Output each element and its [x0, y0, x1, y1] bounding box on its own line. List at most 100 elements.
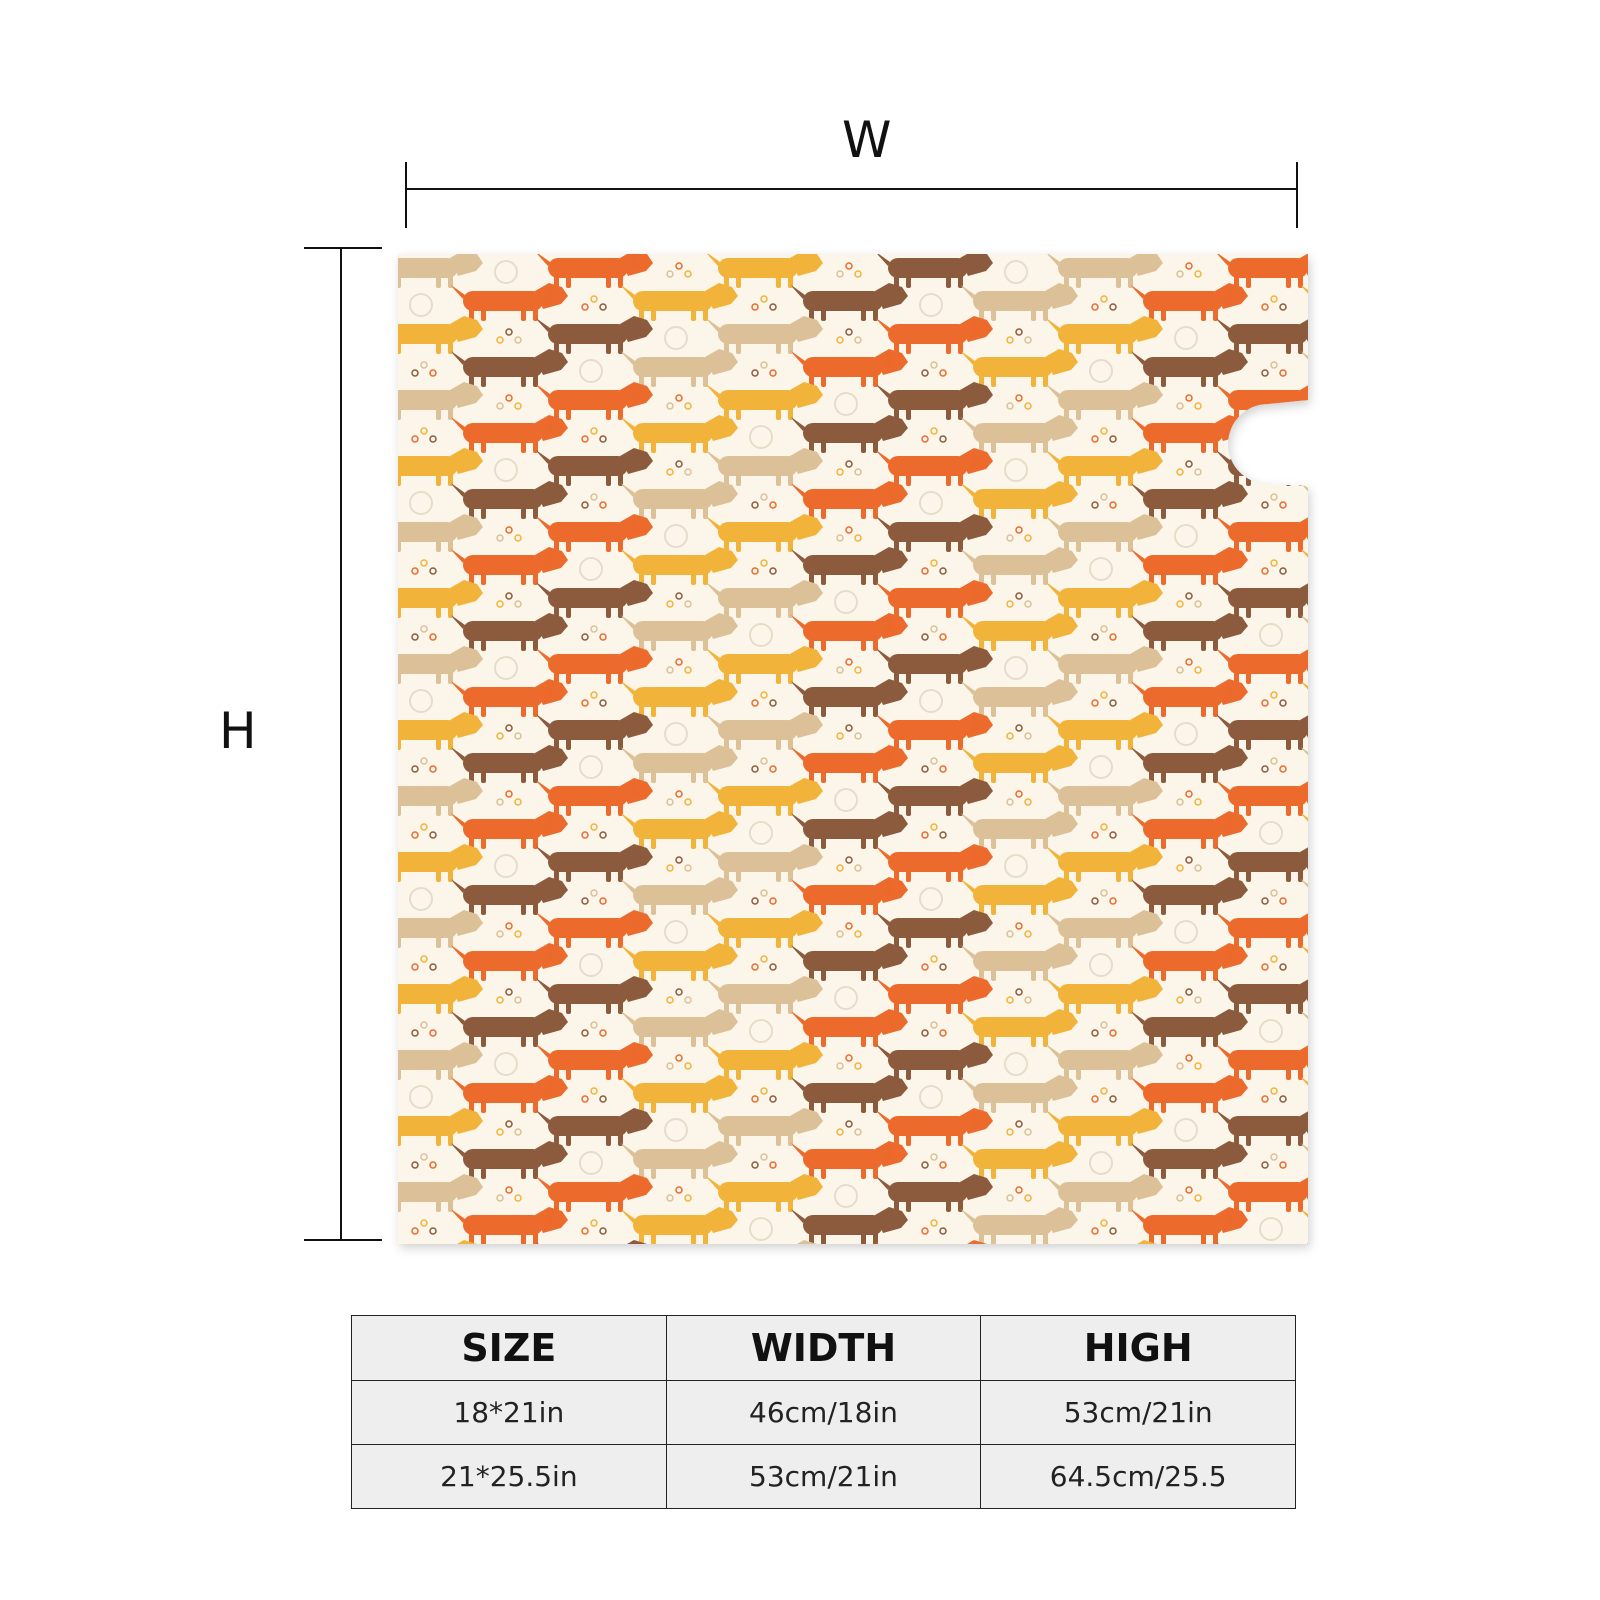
- circle-dot-motif: [675, 988, 683, 996]
- circle-dot-motif: [1279, 963, 1287, 971]
- circle-dot-motif: [420, 1021, 428, 1029]
- circle-dot-motif: [514, 798, 522, 806]
- circle-dot-motif: [590, 1021, 598, 1029]
- circle-dot-motif: [1015, 922, 1023, 930]
- circle-dot-motif: [581, 303, 589, 311]
- yarn-ball-motif: [664, 722, 688, 746]
- yarn-ball-motif: [1259, 821, 1283, 845]
- circle-dot-motif: [1091, 831, 1099, 839]
- circle-dot-motif: [836, 930, 844, 938]
- circle-dot-motif: [939, 369, 947, 377]
- circle-dot-motif: [845, 526, 853, 534]
- circle-dot-motif: [930, 1219, 938, 1227]
- circle-dot-motif: [1185, 1186, 1193, 1194]
- circle-dot-motif: [514, 600, 522, 608]
- circle-dot-motif: [675, 790, 683, 798]
- circle-dot-motif: [930, 823, 938, 831]
- circle-dot-motif: [675, 460, 683, 468]
- circle-dot-motif: [769, 963, 777, 971]
- circle-dot-motif: [684, 666, 692, 674]
- circle-dot-motif: [1261, 765, 1269, 773]
- circle-dot-motif: [599, 1029, 607, 1037]
- circle-dot-motif: [1261, 1095, 1269, 1103]
- circle-dot-motif: [1261, 567, 1269, 575]
- circle-dot-motif: [1270, 757, 1278, 765]
- circle-dot-motif: [939, 765, 947, 773]
- yarn-ball-motif: [919, 491, 943, 515]
- circle-dot-motif: [769, 369, 777, 377]
- circle-dot-motif: [930, 427, 938, 435]
- circle-dot-motif: [1100, 1021, 1108, 1029]
- yarn-ball-motif: [749, 425, 773, 449]
- circle-dot-motif: [939, 1029, 947, 1037]
- circle-dot-motif: [496, 732, 504, 740]
- circle-dot-motif: [514, 1128, 522, 1136]
- circle-dot-motif: [1024, 600, 1032, 608]
- circle-dot-motif: [420, 1153, 428, 1161]
- circle-dot-motif: [845, 1054, 853, 1062]
- circle-dot-motif: [429, 765, 437, 773]
- circle-dot-motif: [1185, 856, 1193, 864]
- circle-dot-motif: [1279, 369, 1287, 377]
- circle-dot-motif: [1270, 1087, 1278, 1095]
- circle-dot-motif: [845, 262, 853, 270]
- circle-dot-motif: [684, 864, 692, 872]
- circle-dot-motif: [939, 963, 947, 971]
- circle-dot-motif: [760, 559, 768, 567]
- circle-dot-motif: [930, 1021, 938, 1029]
- circle-dot-motif: [1109, 1095, 1117, 1103]
- dachshund-pattern: [398, 254, 1308, 1244]
- yarn-ball-motif: [749, 1217, 773, 1241]
- circle-dot-motif: [429, 369, 437, 377]
- circle-dot-motif: [836, 666, 844, 674]
- circle-dot-motif: [760, 295, 768, 303]
- circle-dot-motif: [1261, 303, 1269, 311]
- circle-dot-motif: [666, 666, 674, 674]
- circle-dot-motif: [411, 435, 419, 443]
- circle-dot-motif: [921, 633, 929, 641]
- yarn-ball-motif: [919, 887, 943, 911]
- circle-dot-motif: [769, 765, 777, 773]
- circle-dot-motif: [599, 501, 607, 509]
- mailbox-cover-product-image: [398, 254, 1308, 1244]
- circle-dot-motif: [845, 460, 853, 468]
- yarn-ball-motif: [579, 359, 603, 383]
- circle-dot-motif: [1109, 1029, 1117, 1037]
- circle-dot-motif: [429, 1161, 437, 1169]
- circle-dot-motif: [1024, 402, 1032, 410]
- circle-dot-motif: [666, 996, 674, 1004]
- circle-dot-motif: [939, 1161, 947, 1169]
- circle-dot-motif: [1185, 262, 1193, 270]
- circle-dot-motif: [939, 435, 947, 443]
- yarn-ball-motif: [919, 293, 943, 317]
- circle-dot-motif: [505, 1120, 513, 1128]
- circle-dot-motif: [505, 394, 513, 402]
- circle-dot-motif: [921, 831, 929, 839]
- yarn-ball-motif: [409, 1085, 433, 1109]
- circle-dot-motif: [1176, 270, 1184, 278]
- circle-dot-motif: [1100, 295, 1108, 303]
- circle-dot-motif: [429, 1029, 437, 1037]
- circle-dot-motif: [1194, 402, 1202, 410]
- circle-dot-motif: [751, 1095, 759, 1103]
- circle-dot-motif: [675, 1186, 683, 1194]
- circle-dot-motif: [1015, 790, 1023, 798]
- yarn-ball-motif: [579, 755, 603, 779]
- circle-dot-motif: [845, 856, 853, 864]
- circle-dot-motif: [420, 361, 428, 369]
- circle-dot-motif: [429, 831, 437, 839]
- circle-dot-motif: [1176, 798, 1184, 806]
- width-dimension-line: [406, 188, 1298, 190]
- circle-dot-motif: [599, 699, 607, 707]
- circle-dot-motif: [760, 955, 768, 963]
- yarn-ball-motif: [1089, 557, 1113, 581]
- yarn-ball-motif: [579, 953, 603, 977]
- circle-dot-motif: [1015, 724, 1023, 732]
- circle-dot-motif: [854, 336, 862, 344]
- circle-dot-motif: [930, 559, 938, 567]
- circle-dot-motif: [505, 1186, 513, 1194]
- width-left-tick: [405, 162, 407, 228]
- yarn-ball-motif: [664, 326, 688, 350]
- circle-dot-motif: [1261, 699, 1269, 707]
- circle-dot-motif: [1015, 526, 1023, 534]
